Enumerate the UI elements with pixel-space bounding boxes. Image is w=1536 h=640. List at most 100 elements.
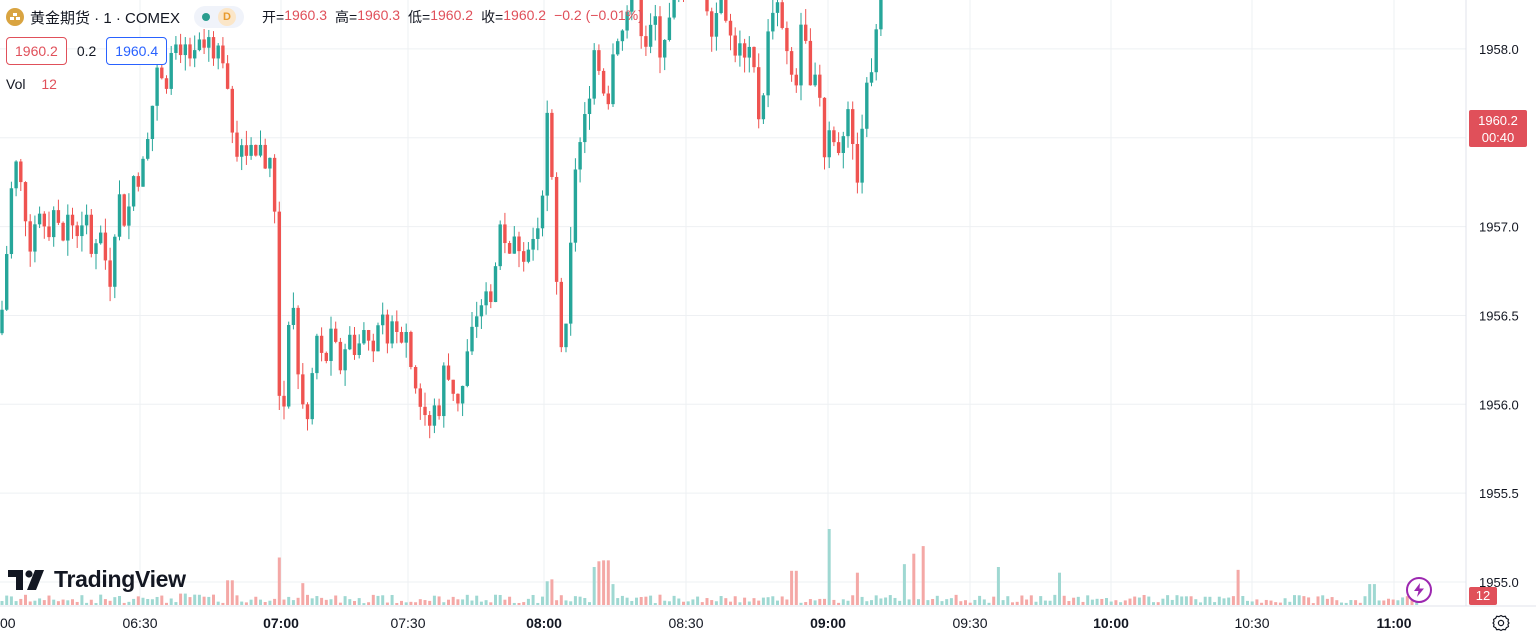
candle-body [244,145,249,156]
candle-body [47,226,51,238]
volume-bar [766,597,770,605]
volume-legend[interactable]: Vol 12 [6,76,57,92]
volume-bar [489,602,493,605]
volume-bar [658,594,662,605]
volume-bar [771,596,775,605]
candle-body [131,176,136,207]
chart-settings-button[interactable] [1490,612,1512,634]
close-label: 收= [481,9,504,25]
candle-body [569,242,573,324]
volume-bar [0,601,4,605]
volume-bar [583,598,587,605]
candle-body [324,352,328,362]
volume-bar [442,602,446,605]
sell-price-button[interactable]: 1960.2 [6,37,67,65]
price-candles [0,0,883,439]
candle-body [522,251,526,262]
volume-bar [794,570,798,605]
candle-body [794,74,798,86]
candle-body [282,395,286,407]
volume-bar [1246,600,1249,605]
volume-bar [982,599,986,605]
volume-axis-tag: 12 [1469,587,1497,605]
candle-body [503,224,507,244]
volume-bar [310,598,314,605]
volume-bar [1213,602,1217,605]
volume-bar [804,602,808,605]
volume-bar [221,602,225,605]
volume-bar [808,599,812,605]
price-axis[interactable]: 1955.01955.51956.01956.51957.01957.51958… [1479,0,1519,590]
candle-body [733,35,737,56]
volume-bar [254,596,258,605]
bar-countdown: 00:40 [1481,130,1515,145]
candle-body [122,194,126,226]
candle-body [479,305,484,317]
lightning-button[interactable] [1406,577,1432,603]
candle-body [550,112,554,177]
time-axis[interactable]: 00 06:30 07:00 07:30 08:00 08:30 09:00 09:30 10:… [0,615,1412,631]
volume-bar [1199,602,1202,605]
candle-body [804,24,808,41]
candle-body [865,82,869,129]
candle-body [724,0,728,21]
volume-bar [1194,599,1198,605]
volume-bar [508,596,512,605]
time-tick-label: 10:00 [1093,615,1129,631]
volume-bar [1231,596,1235,605]
volume-bar [964,600,967,605]
candle-body [437,405,441,417]
volume-bar [306,594,309,605]
candle-body [23,182,28,222]
candle-body [446,365,451,380]
candle-body [475,316,479,327]
volume-bar [616,598,620,605]
volume-bar [691,599,695,605]
tradingview-logo[interactable]: TradingView [8,566,186,593]
volume-bar [348,599,352,605]
volume-bar [813,600,817,605]
volume-bar [790,570,794,605]
time-tick-label: 11:00 [1376,615,1411,631]
volume-bar [212,594,215,605]
time-tick-label: 07:00 [263,615,299,631]
volume-bar [1307,597,1311,605]
volume-bar [686,601,690,605]
chart-header: 黄金期货 · 1 · COMEX D 开= 1960.3 高= 1960.3 低… [6,6,643,28]
buy-price-button[interactable]: 1960.4 [106,37,168,65]
high-label: 高= [335,9,358,25]
market-status[interactable]: D [194,6,245,28]
time-tick-label: 09:00 [810,615,846,631]
volume-bar [747,601,751,605]
volume-bar [259,599,262,605]
volume-bar [1029,595,1033,605]
volume-bar [296,597,300,605]
volume-bar [136,596,140,605]
volume-bar [188,597,192,605]
volume-bar [1335,600,1339,605]
volume-bar [1025,599,1029,605]
high-value: 1960.3 [357,7,401,23]
candle-body [117,194,122,237]
volume-bar [832,599,836,605]
volume-bar [588,602,591,605]
volume-bar [320,597,324,605]
volume-bar [738,602,742,605]
volume-bar [456,599,460,605]
volume-bar [902,564,906,605]
volume-bar [75,601,79,605]
tradingview-icon [8,569,44,590]
volume-bar [1170,599,1174,605]
symbol-title[interactable]: 黄金期货 · 1 · COMEX [30,9,181,27]
volume-bar [47,595,51,605]
volume-bar [1368,584,1372,605]
volume-bar [132,598,136,605]
volume-bar [620,595,624,605]
volume-bar [85,602,89,605]
volume-bar [1142,594,1146,605]
volume-bar [1372,584,1376,605]
candle-body [150,105,155,140]
volume-bar [1260,602,1264,605]
volume-bar [729,601,732,605]
